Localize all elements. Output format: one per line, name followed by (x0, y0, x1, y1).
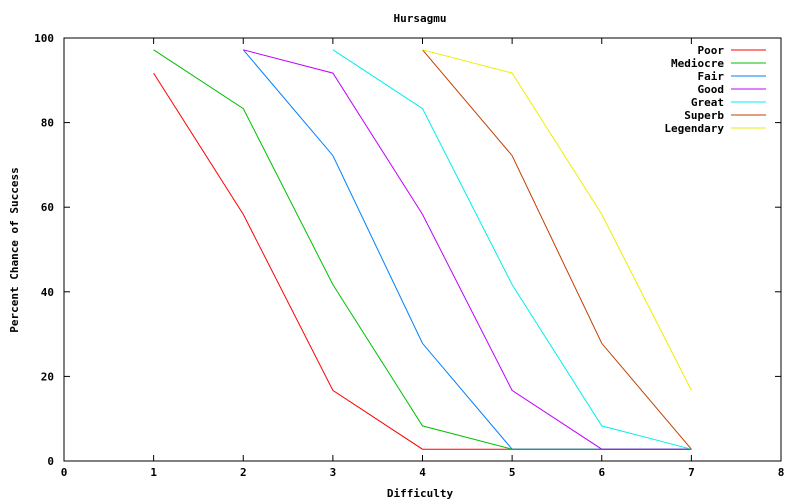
x-tick-label: 6 (598, 466, 605, 479)
x-tick-label: 0 (61, 466, 68, 479)
y-tick-label: 60 (41, 201, 54, 214)
legend-label-legendary: Legendary (664, 122, 724, 135)
y-tick-label: 80 (41, 117, 54, 130)
chart-title: Hursagmu (394, 12, 447, 25)
x-tick-label: 4 (419, 466, 426, 479)
y-tick-label: 0 (47, 455, 54, 468)
x-tick-label: 8 (778, 466, 785, 479)
y-axis-label: Percent Chance of Success (8, 167, 21, 333)
legend-label-mediocre: Mediocre (671, 57, 724, 70)
x-tick-label: 3 (330, 466, 337, 479)
x-axis-label: Difficulty (387, 487, 454, 500)
series-line-poor (153, 72, 692, 450)
series-line-superb (422, 49, 692, 450)
series-lines (153, 49, 692, 450)
legend-label-good: Good (698, 83, 725, 96)
legend-label-superb: Superb (684, 109, 724, 122)
series-line-great (332, 49, 692, 450)
legend-label-great: Great (691, 96, 724, 109)
series-line-good (243, 49, 692, 450)
series-line-mediocre (153, 49, 692, 450)
y-tick-label: 40 (41, 286, 54, 299)
y-tick-label: 20 (41, 370, 54, 383)
x-tick-label: 7 (688, 466, 695, 479)
x-tick-label: 2 (240, 466, 247, 479)
x-tick-label: 1 (150, 466, 157, 479)
x-tick-label: 5 (509, 466, 516, 479)
legend-label-fair: Fair (698, 70, 725, 83)
series-line-fair (242, 49, 692, 450)
series-line-legendary (422, 49, 692, 391)
y-tick-label: 100 (34, 32, 54, 45)
legend-label-poor: Poor (698, 44, 725, 57)
